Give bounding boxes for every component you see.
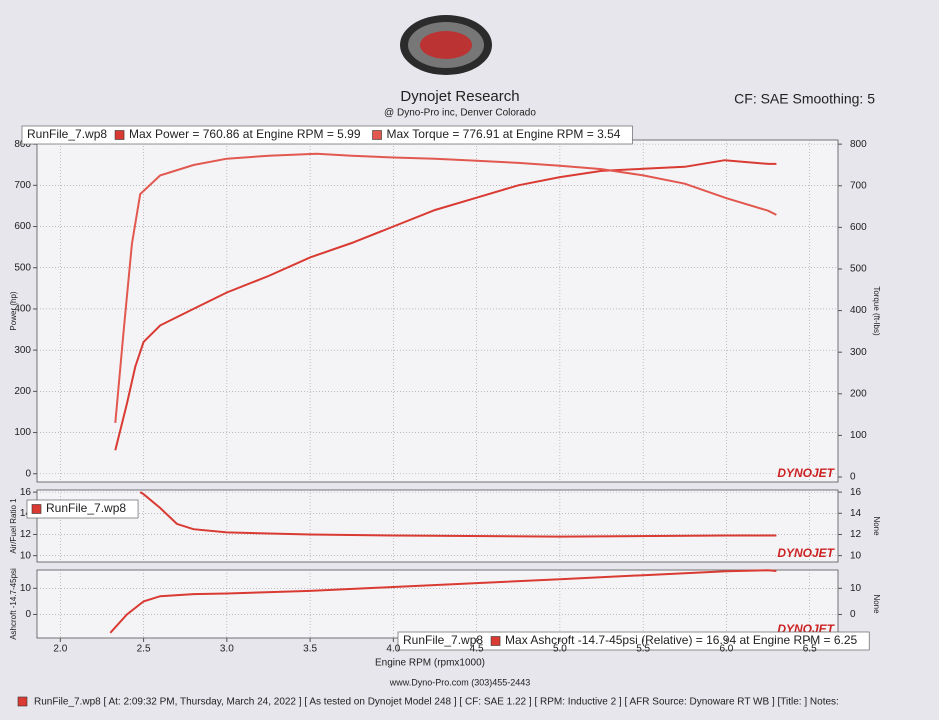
- y-tick-label: 700: [14, 180, 31, 191]
- legend-box: [26, 499, 139, 519]
- x-tick-label: 5.0: [553, 644, 567, 655]
- y2-tick-label: 700: [850, 180, 867, 191]
- y2-axis-label: None: [872, 594, 881, 614]
- y-tick-label: 10: [20, 550, 32, 561]
- series-line: [114, 152, 777, 423]
- legend-label: Max Power = 760.86 at Engine RPM = 5.99: [129, 127, 361, 141]
- legend-label: Max Ashcroft -14.7-45psi (Relative) = 16…: [505, 633, 858, 647]
- y2-axis-label: Torque (ft-lbs): [872, 286, 881, 336]
- y-tick-label: 0: [25, 609, 31, 620]
- plot-area: [36, 489, 839, 563]
- x-tick-label: 2.5: [137, 644, 151, 655]
- run-info: RunFile_7.wp8 [ At: 2:09:32 PM, Thursday…: [34, 697, 839, 708]
- y2-tick-label: 16: [850, 487, 862, 498]
- settings: CF: SAE Smoothing: 5: [734, 91, 875, 107]
- plot-area: [36, 569, 839, 639]
- legend-marker: [31, 504, 42, 514]
- legend: RunFile_7.wp8 Max Ashcroft -14.7-45psi (R…: [397, 631, 870, 651]
- series-line: [109, 569, 777, 634]
- logo: [400, 15, 492, 75]
- legend: RunFile_7.wp8: [26, 499, 139, 519]
- legend-box: [21, 125, 633, 145]
- y-axis-label: Air/Fuel Ratio 1: [9, 498, 18, 554]
- y-tick-label: 500: [14, 262, 31, 273]
- legend-title: RunFile_7.wp8: [403, 633, 483, 647]
- y2-tick-label: 500: [850, 264, 867, 275]
- y-tick-label: 400: [14, 304, 31, 315]
- y-tick-label: 100: [14, 427, 31, 438]
- y2-axis-label: None: [872, 516, 881, 536]
- y2-tick-label: 800: [850, 139, 867, 150]
- legend-label: Max Torque = 776.91 at Engine RPM = 3.54: [387, 127, 621, 141]
- series-line: [114, 159, 777, 451]
- x-tick-label: 6.5: [803, 644, 817, 655]
- y-tick-label: 0: [25, 468, 31, 479]
- y2-tick-label: 0: [850, 609, 856, 620]
- x-tick-label: 3.0: [220, 644, 234, 655]
- legend-title: RunFile_7.wp8: [27, 127, 107, 141]
- footer-marker: [17, 696, 28, 707]
- legend-marker: [114, 130, 125, 140]
- legend-marker: [372, 130, 382, 140]
- y2-tick-label: 600: [850, 222, 867, 233]
- legend-label: RunFile_7.wp8: [46, 501, 126, 515]
- x-tick-label: 4.5: [470, 644, 484, 655]
- y-axis-label: Power (hp): [9, 291, 18, 330]
- x-tick-label: 3.5: [303, 644, 317, 655]
- y2-tick-label: 200: [850, 388, 867, 399]
- y2-tick-label: 14: [850, 508, 862, 519]
- y-axis-label: Ashcroft -14.7-45psi: [9, 568, 18, 640]
- y-tick-label: 16: [20, 487, 32, 498]
- legend-marker: [490, 636, 501, 646]
- y-tick-label: 10: [20, 583, 32, 594]
- plot-area: [36, 139, 839, 483]
- y2-tick-label: 100: [850, 430, 867, 441]
- legend: RunFile_7.wp8 Max Power = 760.86 at Engin…: [21, 125, 633, 145]
- y2-tick-label: 300: [850, 347, 867, 358]
- series-line: [139, 491, 777, 538]
- y-tick-label: 300: [14, 345, 31, 356]
- y-tick-label: 14: [20, 508, 32, 519]
- brand: DYNOJET: [777, 466, 835, 480]
- y2-tick-label: 10: [850, 583, 862, 594]
- y2-tick-label: 12: [850, 529, 862, 540]
- legend-box: [397, 631, 870, 651]
- x-tick-label: 4.0: [386, 644, 400, 655]
- x-axis-label: Engine RPM (rpmx1000): [375, 658, 485, 669]
- y-tick-label: 12: [20, 529, 32, 540]
- y2-tick-label: 10: [850, 550, 862, 561]
- website: www.Dyno-Pro.com (303)455-2443: [389, 677, 531, 687]
- brand: DYNOJET: [777, 546, 835, 560]
- y-tick-label: 600: [14, 221, 31, 232]
- y2-tick-label: 0: [850, 472, 856, 483]
- y2-tick-label: 400: [850, 305, 867, 316]
- x-tick-label: 6.0: [719, 644, 733, 655]
- subtitle: @ Dyno-Pro inc, Denver Colorado: [384, 108, 536, 119]
- title: Dynojet Research: [400, 88, 519, 105]
- y-tick-label: 200: [14, 386, 31, 397]
- x-tick-label: 5.5: [636, 644, 650, 655]
- x-tick-label: 2.0: [53, 644, 67, 655]
